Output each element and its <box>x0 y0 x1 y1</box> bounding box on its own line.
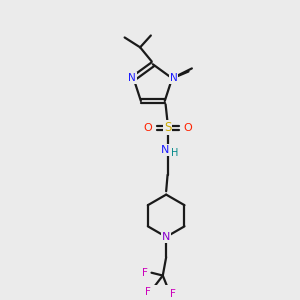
Text: N: N <box>128 73 136 83</box>
Text: H: H <box>171 148 178 158</box>
Text: N: N <box>170 73 177 83</box>
Text: O: O <box>143 123 152 133</box>
Text: O: O <box>183 123 192 133</box>
Text: S: S <box>164 121 171 134</box>
Text: F: F <box>142 268 147 278</box>
Text: N: N <box>162 232 170 242</box>
Text: F: F <box>145 286 151 297</box>
Text: N: N <box>160 145 169 155</box>
Text: F: F <box>170 289 176 299</box>
